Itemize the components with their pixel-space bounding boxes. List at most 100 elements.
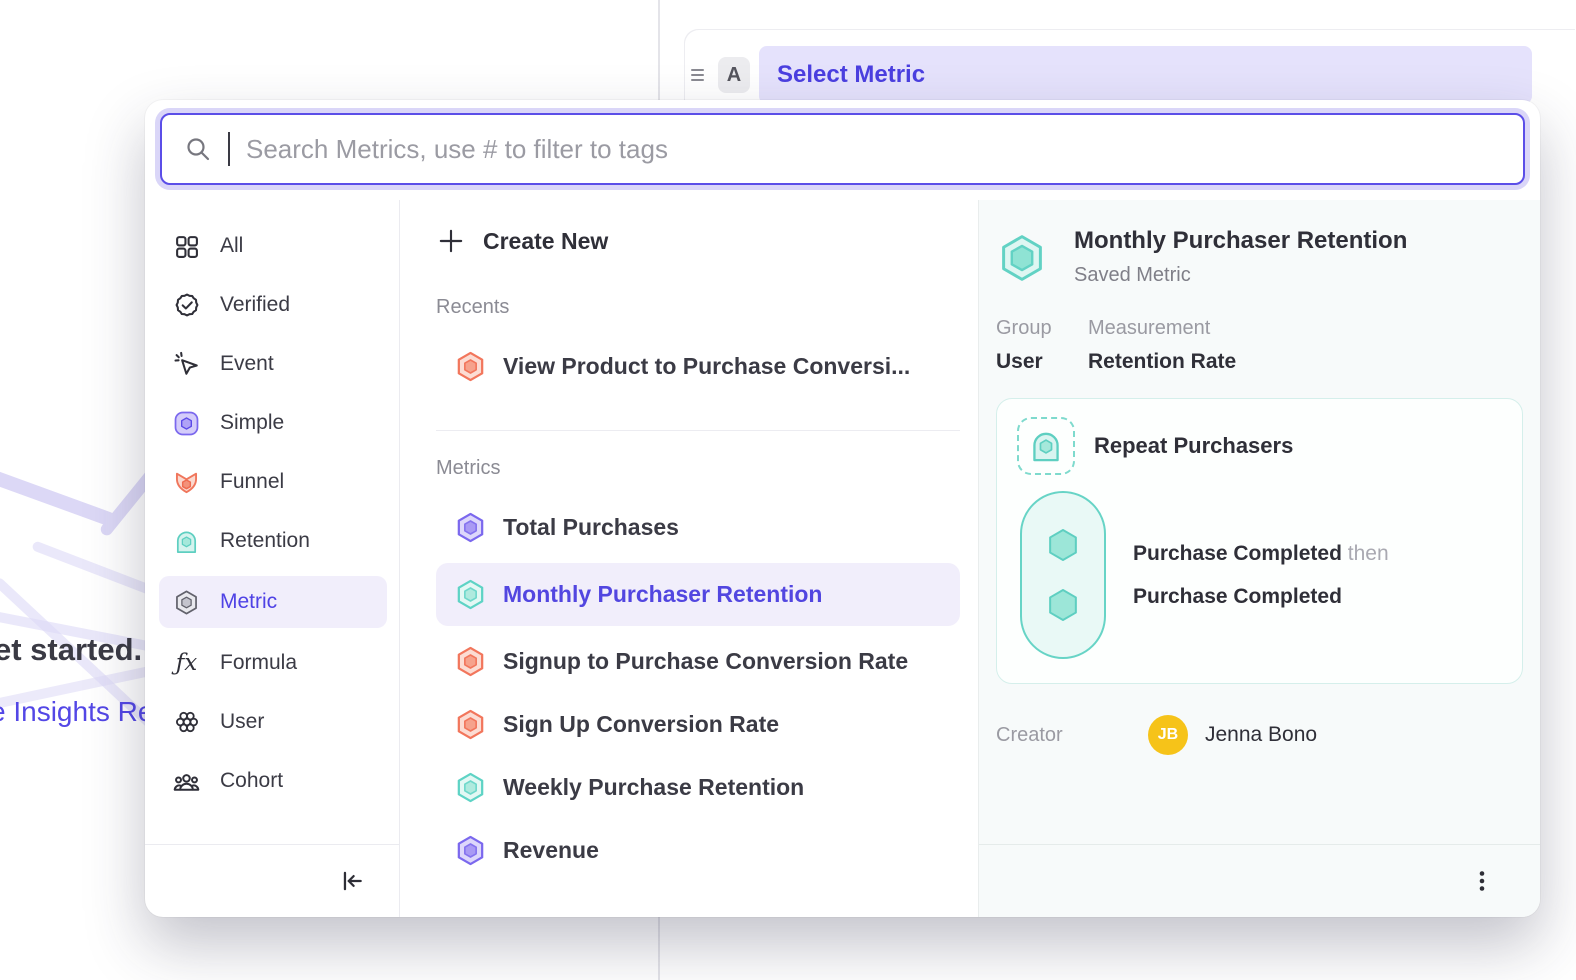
decorative-line: [0, 468, 118, 528]
preview-body: Monthly Purchaser Retention Saved Metric…: [979, 200, 1540, 844]
event-cursor-icon: [173, 351, 200, 378]
sidebar-item-label: Formula: [220, 651, 298, 674]
metric-item-revenue[interactable]: Revenue: [436, 823, 960, 878]
recent-item[interactable]: View Product to Purchase Conversi...: [436, 339, 960, 394]
formula-fx-icon: ƒx: [175, 649, 198, 676]
search-input[interactable]: [246, 133, 1501, 165]
step-1: Purchase Completed then: [1133, 542, 1389, 566]
definition-card: Repeat Purchasers: [996, 398, 1523, 684]
metric-hexagon-icon: [173, 589, 200, 616]
plus-icon: [439, 229, 463, 253]
cohort-people-icon: [173, 768, 200, 795]
step-1-event: Purchase Completed: [1133, 541, 1342, 565]
metric-item-label: Signup to Purchase Conversion Rate: [503, 648, 909, 674]
sidebar-item-funnel[interactable]: Funnel: [159, 458, 387, 506]
metric-preview-panel: Monthly Purchaser Retention Saved Metric…: [978, 200, 1540, 917]
saved-metric-hexagon-icon: [1002, 235, 1042, 281]
sidebar-item-label: Verified: [220, 293, 291, 316]
funnel-capsule-icon: [1020, 491, 1106, 659]
sidebar-item-simple[interactable]: Simple: [159, 399, 387, 447]
collapse-left-icon: [343, 871, 362, 891]
user-cluster-icon: [173, 709, 200, 736]
metric-item-sign-up-conversion-rate[interactable]: Sign Up Conversion Rate: [436, 697, 960, 752]
insights-report-link[interactable]: e Insights Re: [0, 696, 154, 727]
metric-item-signup-to-purchase-conversion-rate[interactable]: Signup to Purchase Conversion Rate: [436, 634, 960, 689]
sidebar-item-label: Cohort: [220, 769, 284, 792]
step-2-event: Purchase Completed: [1133, 584, 1342, 608]
metric-picker-dialog: All Verified: [145, 100, 1540, 917]
metric-item-label: Revenue: [503, 837, 599, 863]
definition-header: Repeat Purchasers: [1017, 417, 1502, 475]
sidebar-item-label: Metric: [220, 590, 278, 613]
preview-header: Monthly Purchaser Retention Saved Metric: [996, 226, 1523, 287]
simple-metric-icon: [173, 410, 200, 437]
metric-hexagon-icon: [457, 709, 484, 740]
sidebar-item-user[interactable]: User: [159, 698, 387, 746]
creator-label: Creator: [996, 723, 1063, 746]
sidebar-item-all[interactable]: All: [159, 222, 387, 270]
metric-hexagon-icon: [457, 772, 484, 803]
metric-item-label: Sign Up Conversion Rate: [503, 711, 780, 737]
step-2: Purchase Completed: [1133, 585, 1389, 609]
background-illustration: et started. e Insights Re: [0, 0, 660, 980]
sidebar-footer: [145, 844, 399, 917]
group-value: User: [996, 350, 1043, 373]
list-divider: [436, 430, 960, 431]
creator-avatar: JB: [1148, 715, 1188, 755]
sidebar-item-formula[interactable]: ƒx Formula: [159, 639, 387, 687]
recent-item-label: View Product to Purchase Conversi...: [503, 353, 911, 379]
metric-item-monthly-purchaser-retention[interactable]: Monthly Purchaser Retention: [436, 563, 960, 626]
create-new-label: Create New: [483, 227, 609, 254]
preview-footer: [979, 844, 1540, 917]
text-caret: [228, 132, 230, 166]
metric-hexagon-icon: [457, 579, 484, 610]
sidebar-item-label: Funnel: [220, 470, 285, 493]
creator-row: Creator JB Jenna Bono: [996, 715, 1523, 755]
funnel-icon: [173, 469, 200, 496]
metric-item-label: Total Purchases: [503, 514, 679, 540]
sidebar-item-metric[interactable]: Metric: [159, 576, 387, 628]
sidebar-item-label: User: [220, 710, 265, 733]
metric-hexagon-icon: [457, 351, 484, 382]
metric-item-weekly-purchase-retention[interactable]: Weekly Purchase Retention: [436, 760, 960, 815]
metric-list: Create New Recents View Product to Purch…: [400, 200, 978, 917]
sidebar-item-label: Simple: [220, 411, 285, 434]
retention-arch-icon: [173, 528, 200, 555]
sidebar-item-retention[interactable]: Retention: [159, 517, 387, 565]
search-area: [145, 100, 1540, 200]
search-icon: [187, 138, 210, 161]
recents-heading: Recents: [436, 296, 510, 318]
search-box[interactable]: [160, 113, 1525, 185]
more-options-button[interactable]: [1464, 863, 1500, 899]
sidebar-item-cohort[interactable]: Cohort: [159, 757, 387, 805]
grid-icon: [173, 233, 200, 260]
filter-nav: All Verified: [145, 200, 399, 844]
retention-definition-icon: [1017, 417, 1075, 475]
series-a-badge[interactable]: A: [718, 57, 750, 93]
sidebar-item-verified[interactable]: Verified: [159, 281, 387, 329]
measurement-label: Measurement: [1088, 317, 1211, 339]
sidebar-item-label: Retention: [220, 529, 310, 552]
sidebar-item-event[interactable]: Event: [159, 340, 387, 388]
creator-name: Jenna Bono: [1205, 723, 1318, 746]
sidebar-item-label: Event: [220, 352, 274, 375]
definition-name: Repeat Purchasers: [1094, 433, 1294, 458]
kebab-menu-icon: [1479, 871, 1485, 891]
metric-item-total-purchases[interactable]: Total Purchases: [436, 500, 960, 555]
sidebar-item-label: All: [220, 234, 244, 257]
create-new-button[interactable]: Create New: [436, 226, 978, 256]
collapse-sidebar-button[interactable]: [333, 862, 371, 900]
preview-meta: Group User Measurement Retention Rate: [996, 317, 1523, 374]
step-1-connector: then: [1347, 541, 1389, 565]
drag-handle-icon[interactable]: [691, 66, 709, 84]
empty-state-heading: et started.: [0, 632, 143, 667]
metric-hexagon-icon: [457, 512, 484, 543]
definition-steps: Purchase Completed then Purchase Complet…: [1020, 491, 1502, 659]
group-label: Group: [996, 317, 1052, 339]
preview-subtitle: Saved Metric: [1074, 264, 1191, 286]
metric-hexagon-icon: [457, 835, 484, 866]
metric-item-label: Weekly Purchase Retention: [503, 774, 805, 800]
measurement-value: Retention Rate: [1088, 350, 1237, 373]
select-metric-button[interactable]: Select Metric: [759, 46, 1532, 104]
